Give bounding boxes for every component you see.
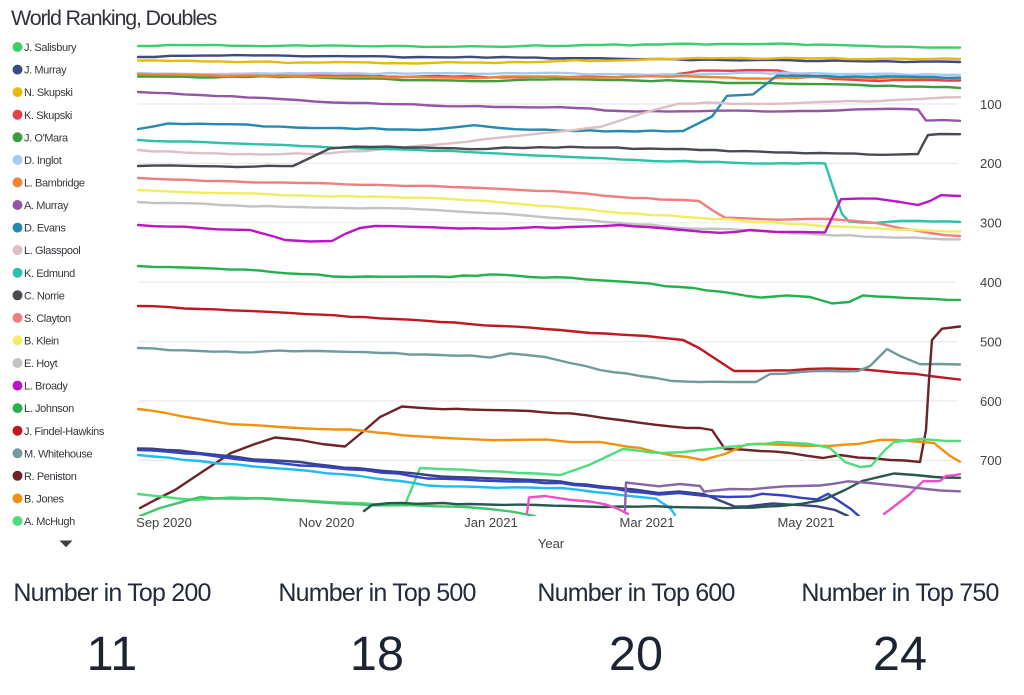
- svg-text:J. Salisbury: J. Salisbury: [24, 42, 77, 54]
- svg-text:D. Inglot: D. Inglot: [24, 155, 62, 167]
- svg-text:E. Hoyt: E. Hoyt: [24, 358, 58, 370]
- svg-text:J. O'Mara: J. O'Mara: [24, 132, 69, 144]
- svg-text:700: 700: [980, 453, 1002, 468]
- svg-text:K. Skupski: K. Skupski: [24, 110, 72, 122]
- svg-text:J. Findel-Hawkins: J. Findel-Hawkins: [24, 426, 105, 438]
- svg-text:C. Norrie: C. Norrie: [24, 290, 65, 302]
- svg-text:L. Glasspool: L. Glasspool: [24, 245, 80, 257]
- svg-text:Year: Year: [538, 536, 565, 551]
- svg-text:200: 200: [980, 156, 1002, 171]
- svg-text:B. Jones: B. Jones: [24, 494, 65, 506]
- svg-text:N. Skupski: N. Skupski: [24, 87, 73, 99]
- svg-text:A. Murray: A. Murray: [24, 200, 69, 212]
- svg-text:S. Clayton: S. Clayton: [24, 313, 71, 325]
- svg-text:D. Evans: D. Evans: [24, 223, 66, 235]
- svg-text:B. Klein: B. Klein: [24, 336, 59, 348]
- svg-text:R. Peniston: R. Peniston: [24, 471, 77, 483]
- svg-text:May 2021: May 2021: [777, 515, 834, 530]
- svg-text:A. McHugh: A. McHugh: [24, 516, 75, 528]
- svg-text:Sep 2020: Sep 2020: [136, 515, 192, 530]
- svg-text:Jan 2021: Jan 2021: [464, 515, 518, 530]
- svg-text:L. Bambridge: L. Bambridge: [24, 178, 85, 190]
- svg-text:100: 100: [980, 97, 1002, 112]
- svg-text:K. Edmund: K. Edmund: [24, 268, 75, 280]
- svg-text:300: 300: [980, 216, 1002, 231]
- svg-text:M. Whitehouse: M. Whitehouse: [24, 448, 92, 460]
- svg-text:J. Murray: J. Murray: [24, 65, 67, 77]
- svg-text:400: 400: [980, 275, 1002, 290]
- svg-text:Mar 2021: Mar 2021: [620, 515, 675, 530]
- svg-text:500: 500: [980, 334, 1002, 349]
- svg-text:L. Johnson: L. Johnson: [24, 403, 74, 415]
- svg-text:Nov 2020: Nov 2020: [299, 515, 355, 530]
- svg-text:600: 600: [980, 394, 1002, 409]
- svg-text:L. Broady: L. Broady: [24, 381, 68, 393]
